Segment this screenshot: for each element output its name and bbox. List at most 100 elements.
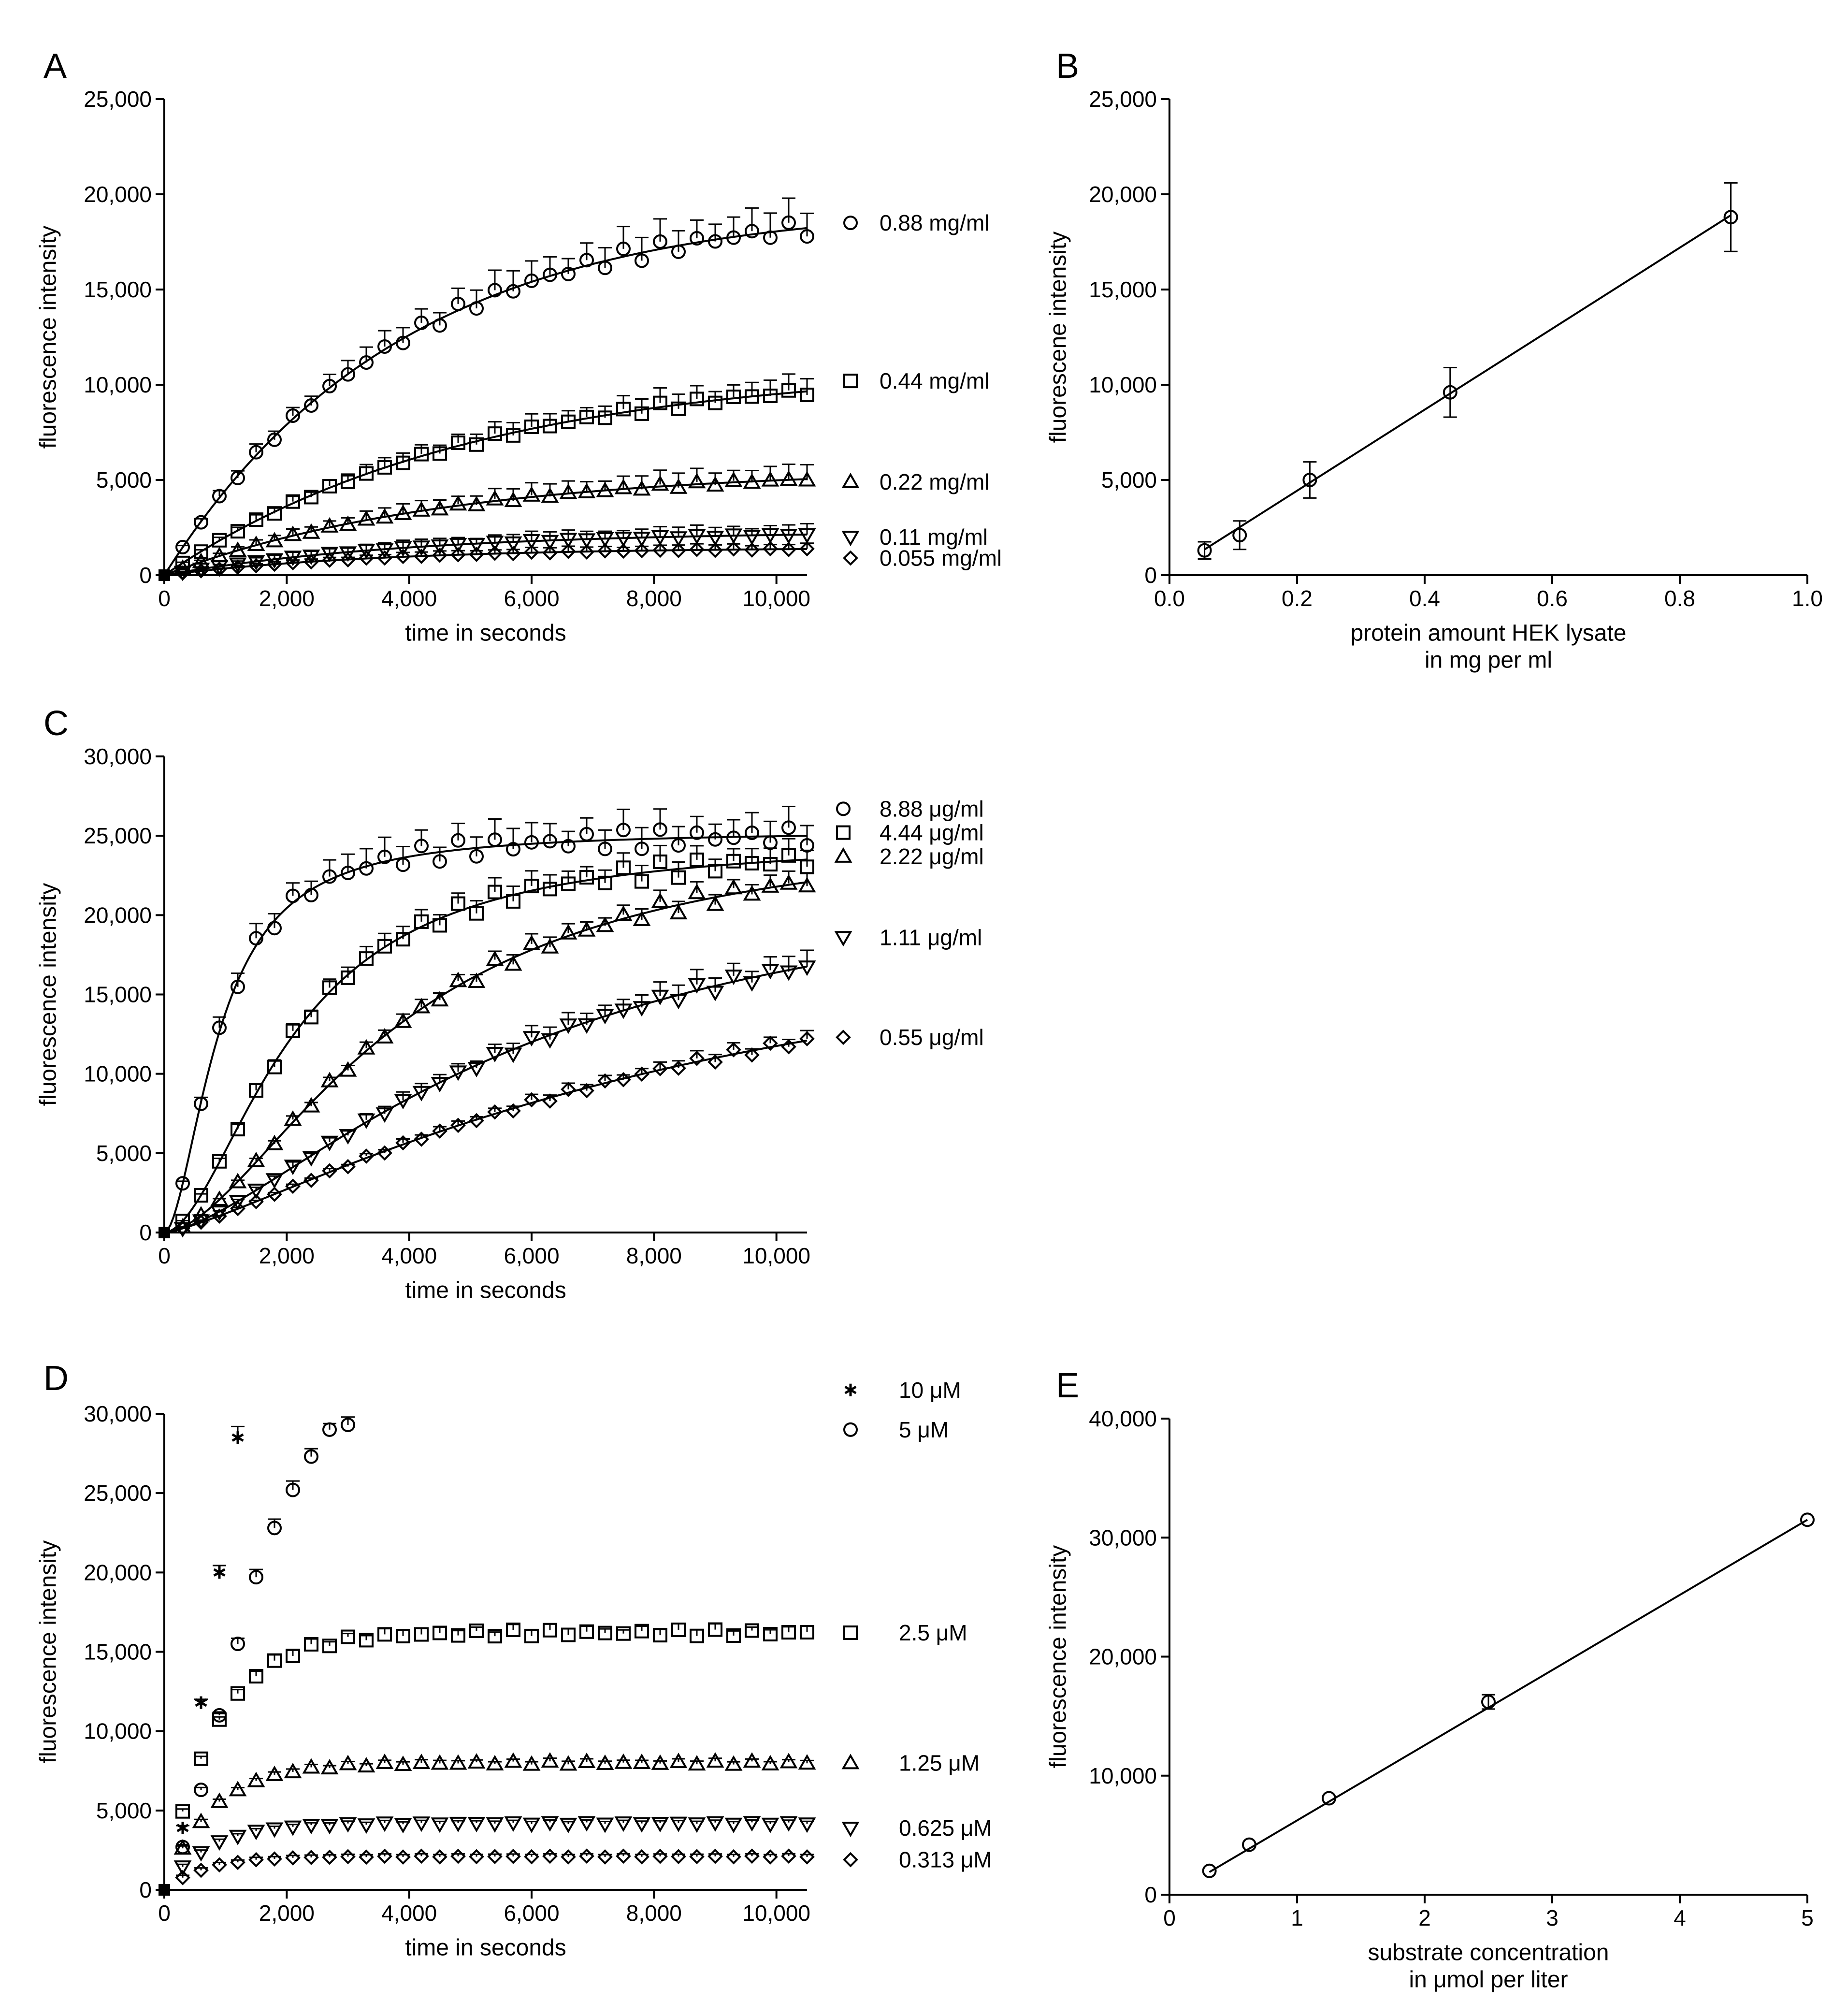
data-point (652, 542, 668, 558)
x-tick-label: 0.6 (1537, 586, 1568, 611)
data-point (375, 1107, 394, 1123)
data-point (616, 1072, 631, 1088)
data-point (469, 301, 484, 316)
data-point (286, 1482, 300, 1497)
legend-marker (844, 1383, 857, 1396)
data-point (248, 558, 264, 574)
data-point (212, 1020, 227, 1035)
data-point (414, 839, 429, 854)
data-point (265, 1173, 284, 1189)
data-point (486, 950, 504, 966)
data-point (229, 1781, 247, 1797)
data-point (469, 1113, 484, 1129)
y-tick-label: 0 (139, 563, 152, 588)
data-point (798, 960, 816, 976)
fit-curve (164, 858, 808, 1233)
series-triangle-up: 0.22 mg/ml (159, 464, 990, 581)
data-point (357, 1757, 375, 1773)
data-point (504, 955, 522, 971)
data-point (469, 1623, 484, 1638)
data-point (467, 495, 486, 511)
data-point (763, 1035, 778, 1051)
data-point (522, 1817, 541, 1833)
data-point (285, 555, 301, 571)
y-tick-label: 10,000 (1089, 372, 1157, 397)
data-point (708, 1622, 722, 1637)
data-point (359, 1633, 374, 1648)
legend-label: 1.11 μg/ml (880, 925, 982, 950)
data-point (173, 1839, 192, 1855)
data-point (412, 540, 431, 556)
data-point (614, 1816, 633, 1832)
data-point (265, 1134, 284, 1150)
data-point (726, 1628, 741, 1643)
x-tick-label: 3 (1546, 1905, 1558, 1930)
data-point (357, 543, 375, 559)
data-point (579, 1083, 594, 1099)
data-point (634, 1849, 649, 1865)
data-point (579, 253, 594, 268)
x-axis-label: substrate concentration (1368, 1940, 1609, 1966)
data-point (579, 1624, 594, 1639)
data-point (414, 549, 429, 564)
x-tick-label: 0 (158, 586, 171, 611)
data-point (743, 976, 761, 992)
data-point (267, 556, 282, 572)
data-point (799, 1849, 815, 1865)
data-point (724, 879, 743, 895)
data-point (192, 1813, 210, 1828)
data-point (394, 1755, 412, 1771)
data-point (359, 550, 374, 566)
data-point (433, 446, 447, 461)
legend-label: 2.22 μg/ml (880, 844, 984, 869)
data-point (396, 857, 410, 872)
data-point (212, 489, 227, 504)
data-point (633, 532, 651, 548)
data-point (542, 1093, 558, 1109)
data-point (633, 1753, 651, 1769)
data-point (394, 504, 412, 520)
data-point (414, 447, 429, 462)
data-point (469, 849, 484, 864)
data-point (431, 1754, 449, 1770)
y-tick-label: 15,000 (84, 277, 152, 302)
x-tick-label: 0.0 (1154, 586, 1185, 611)
data-point (763, 857, 778, 872)
data-point (635, 841, 649, 856)
data-point (231, 1637, 245, 1652)
y-tick-label: 5,000 (1101, 467, 1157, 493)
data-point (375, 508, 394, 524)
data-point (339, 515, 357, 531)
data-point (745, 1623, 759, 1638)
data-point (524, 1849, 539, 1865)
fit-curve (163, 227, 808, 576)
data-point (799, 1031, 815, 1046)
data-point (414, 914, 429, 929)
data-point (284, 525, 302, 541)
data-point (743, 1816, 761, 1832)
data-point (651, 892, 669, 908)
data-point (800, 229, 814, 244)
data-point (303, 1173, 319, 1188)
legend-marker (834, 847, 852, 863)
data-point (433, 318, 447, 333)
data-point (598, 1625, 612, 1640)
data-point (726, 390, 741, 405)
data-point (763, 1627, 778, 1642)
data-point (543, 267, 557, 282)
legend-label: 0.11 mg/ml (880, 524, 988, 550)
data-point (249, 1083, 263, 1098)
data-point (175, 539, 190, 554)
data-point (543, 834, 557, 849)
data-point (375, 1753, 394, 1769)
x-tick-label: 6,000 (504, 586, 559, 611)
data-point (635, 253, 649, 268)
data-point (745, 389, 759, 404)
data-point (689, 1849, 705, 1865)
data-point (395, 1135, 411, 1151)
x-tick-label: 0.2 (1282, 586, 1313, 611)
data-point (394, 541, 412, 557)
data-point (341, 970, 355, 985)
data-point (763, 541, 778, 557)
data-point (213, 1566, 226, 1579)
